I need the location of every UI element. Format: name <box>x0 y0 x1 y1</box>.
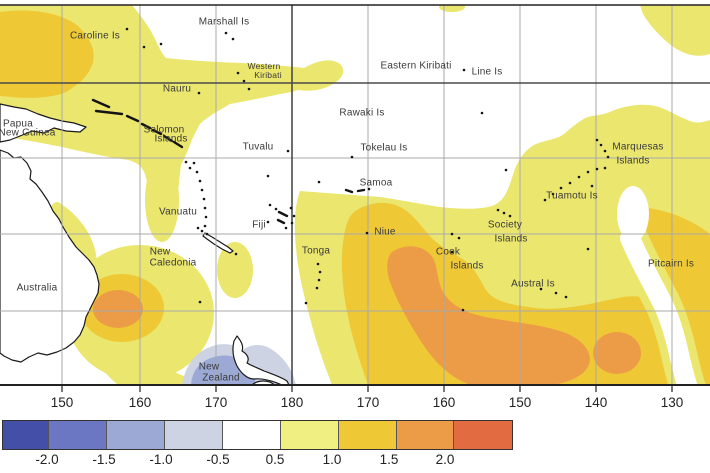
legend-value: 2.0 <box>435 452 455 467</box>
legend-value: -2.0 <box>35 452 59 467</box>
legend-value: -0.5 <box>206 452 230 467</box>
anomaly-region-se-orange <box>593 332 641 374</box>
legend-color-bar <box>2 420 513 450</box>
legend-swatch-6 <box>338 421 396 449</box>
new-zealand-north-island <box>232 335 290 385</box>
legend-swatch-3 <box>164 421 222 449</box>
legend-value: -1.0 <box>149 452 173 467</box>
anomaly-region-topright <box>640 5 710 56</box>
anomaly-region-newcal-blob <box>217 242 253 298</box>
legend-value: 1.0 <box>322 452 342 467</box>
graticule <box>0 4 710 386</box>
anomaly-white-hole <box>617 186 649 242</box>
legend-value: -1.5 <box>92 452 116 467</box>
anomaly-region-cook-orange <box>387 246 590 385</box>
legend-swatch-0 <box>3 421 48 449</box>
legend-swatch-4 <box>222 421 280 449</box>
legend-swatch-5 <box>280 421 338 449</box>
legend-value: 0.5 <box>265 452 285 467</box>
axis-ticks <box>61 386 673 392</box>
legend-swatch-7 <box>396 421 453 449</box>
legend-swatch-2 <box>106 421 164 449</box>
new-caledonia-island <box>202 232 234 254</box>
anomaly-region-top-blob <box>439 5 465 12</box>
anomaly-region-vanuatu-strip <box>145 158 179 242</box>
australia-landmass <box>0 149 100 363</box>
anomaly-band-white <box>620 228 698 385</box>
anomaly-region-caroline-gold <box>0 10 94 98</box>
map-fill-layer <box>0 5 710 385</box>
anomaly-region-tasman-orange <box>93 290 143 328</box>
island-marks <box>91 27 610 312</box>
legend-value: 1.5 <box>379 452 399 467</box>
legend-swatch-1 <box>48 421 106 449</box>
new-guinea-landmass <box>0 103 87 143</box>
legend-swatch-8 <box>453 421 512 449</box>
